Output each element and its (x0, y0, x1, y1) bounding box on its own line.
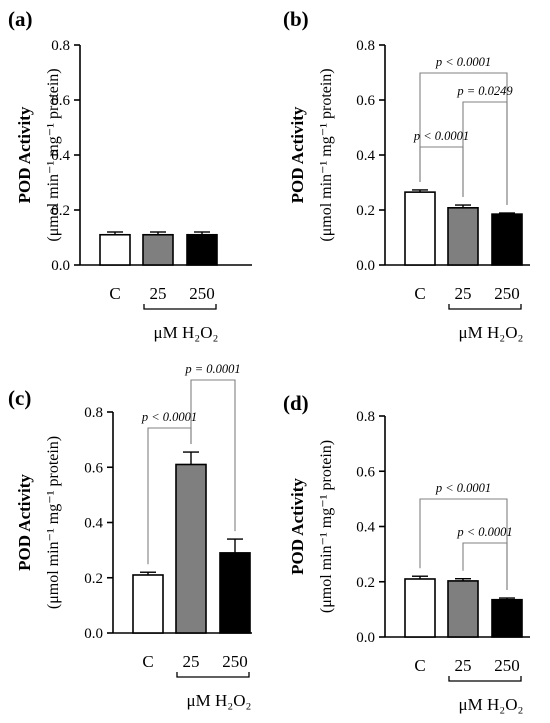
panel-label: (c) (8, 386, 31, 410)
y-tick-label: 0.8 (356, 409, 375, 425)
chart-panel: (a) POD Activity (μmol min⁻¹ mg⁻¹ protein)… (8, 7, 252, 342)
bar (491, 213, 523, 266)
y-tick-label: 0.0 (51, 258, 70, 274)
group-bracket (448, 304, 522, 310)
y-tick-label: 0.8 (84, 405, 103, 421)
y-tick-label: 0.0 (84, 626, 103, 642)
bar (186, 233, 218, 266)
significance-label: p < 0.0001 (435, 55, 491, 69)
y-axis-title: POD Activity (15, 106, 34, 203)
y-tick-label: 0.6 (84, 460, 103, 476)
y-axis-unit: (μmol min⁻¹ mg⁻¹ protein) (318, 68, 335, 241)
x-tick-label: 250 (222, 652, 248, 671)
y-tick-label: 0.6 (356, 464, 375, 480)
y-axis-unit: (μmol min⁻¹ mg⁻¹ protein) (45, 436, 62, 609)
y-tick-label: 0.4 (84, 516, 103, 532)
bar (404, 191, 436, 266)
significance-label: p = 0.0249 (456, 84, 513, 98)
group-bracket (143, 304, 217, 310)
group-label: μM H₂O₂ (187, 691, 252, 710)
x-tick-label: C (142, 652, 153, 671)
y-tick-label: 0.8 (51, 38, 70, 54)
group-bracket (448, 676, 522, 682)
panel-label: (a) (8, 7, 33, 31)
y-tick-label: 0.2 (51, 203, 70, 219)
bar (447, 580, 479, 638)
x-tick-label: 25 (455, 656, 472, 675)
bar (447, 207, 479, 266)
significance-label: p < 0.0001 (141, 410, 197, 424)
bar (99, 233, 131, 266)
y-axis-title: POD Activity (15, 474, 34, 571)
x-tick-label: C (109, 284, 120, 303)
y-tick-label: 0.4 (356, 520, 375, 536)
significance-label: p < 0.0001 (435, 481, 491, 495)
x-tick-label: 250 (494, 656, 520, 675)
significance-bracket (190, 379, 236, 532)
y-tick-label: 0.4 (356, 148, 375, 164)
significance-bracket (462, 542, 508, 591)
chart-panel: (d) POD Activity (μmol min⁻¹ mg⁻¹ protein)… (283, 391, 530, 714)
bar (219, 552, 251, 634)
significance-label: p < 0.0001 (413, 129, 469, 143)
y-axis-title: POD Activity (288, 478, 307, 575)
y-tick-label: 0.2 (84, 571, 103, 587)
y-axis-unit: (μmol min⁻¹ mg⁻¹ protein) (318, 440, 335, 613)
bar (404, 578, 436, 638)
significance-label: p = 0.0001 (184, 362, 240, 376)
bar (132, 574, 164, 634)
chart-panel: (b) POD Activity (μmol min⁻¹ mg⁻¹ protein)… (283, 7, 530, 342)
panel-label: (b) (283, 7, 309, 31)
y-tick-label: 0.0 (356, 258, 375, 274)
bar (491, 598, 523, 638)
bar (142, 233, 174, 266)
group-label: μM H₂O₂ (459, 695, 524, 714)
y-tick-label: 0.0 (356, 630, 375, 646)
significance-label: p < 0.0001 (456, 525, 512, 539)
panel-label: (d) (283, 391, 309, 415)
y-tick-label: 0.2 (356, 575, 375, 591)
bar (175, 463, 207, 634)
group-label: μM H₂O₂ (154, 323, 219, 342)
chart-panel: (c) POD Activity (μmol min⁻¹ mg⁻¹ protein)… (8, 362, 252, 710)
significance-bracket (462, 101, 508, 206)
y-tick-label: 0.6 (51, 93, 70, 109)
x-tick-label: 25 (183, 652, 200, 671)
y-tick-label: 0.8 (356, 38, 375, 54)
x-tick-label: 250 (189, 284, 215, 303)
y-tick-label: 0.2 (356, 203, 375, 219)
y-tick-label: 0.4 (51, 148, 70, 164)
group-bracket (176, 672, 250, 678)
x-tick-label: 25 (150, 284, 167, 303)
y-tick-label: 0.6 (356, 93, 375, 109)
significance-bracket (419, 146, 464, 198)
x-tick-label: C (414, 656, 425, 675)
x-tick-label: 250 (494, 284, 520, 303)
x-tick-label: C (414, 284, 425, 303)
y-axis-title: POD Activity (288, 106, 307, 203)
x-tick-label: 25 (455, 284, 472, 303)
y-axis-unit: (μmol min⁻¹ mg⁻¹ protein) (45, 68, 62, 241)
group-label: μM H₂O₂ (459, 323, 524, 342)
